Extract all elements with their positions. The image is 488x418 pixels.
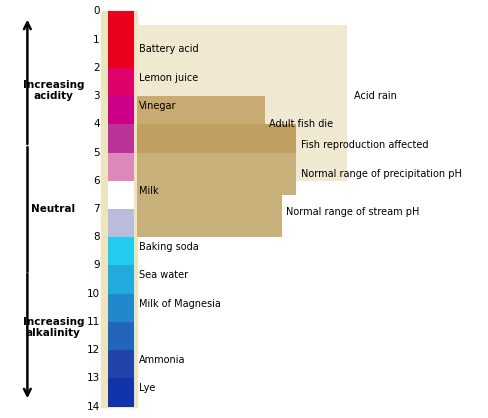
Text: 0: 0	[93, 6, 100, 16]
Text: Ammonia: Ammonia	[139, 355, 185, 365]
Text: 3: 3	[93, 91, 100, 101]
Text: 11: 11	[86, 317, 100, 327]
Bar	[108, 209, 134, 237]
Bar	[101, 11, 137, 407]
Text: Milk of Magnesia: Milk of Magnesia	[139, 298, 221, 308]
Text: Sea water: Sea water	[139, 270, 188, 280]
Bar	[108, 96, 134, 124]
Text: Lye: Lye	[139, 383, 155, 393]
Bar	[108, 40, 134, 68]
Text: Adult fish die: Adult fish die	[269, 119, 333, 129]
Text: 12: 12	[86, 345, 100, 355]
Text: Neutral: Neutral	[31, 204, 76, 214]
Bar	[108, 350, 134, 378]
Text: Vinegar: Vinegar	[139, 101, 176, 111]
Bar	[137, 96, 264, 153]
Bar	[108, 124, 134, 153]
Bar	[108, 11, 134, 40]
Text: 2: 2	[93, 63, 100, 73]
Text: Milk: Milk	[139, 186, 159, 196]
Text: 9: 9	[93, 260, 100, 270]
Text: Fish reproduction affected: Fish reproduction affected	[301, 140, 428, 150]
Text: Lemon juice: Lemon juice	[139, 73, 198, 83]
Bar	[108, 237, 134, 265]
Bar	[137, 124, 296, 167]
Bar	[108, 378, 134, 407]
Text: 13: 13	[86, 374, 100, 383]
Text: 14: 14	[86, 402, 100, 412]
Bar	[108, 294, 134, 322]
Text: Normal range of stream pH: Normal range of stream pH	[286, 207, 420, 217]
Text: 5: 5	[93, 148, 100, 158]
Bar	[137, 153, 296, 195]
Text: 1: 1	[93, 35, 100, 44]
Text: Increasing
alkalinity: Increasing alkalinity	[22, 317, 84, 339]
Bar	[108, 322, 134, 350]
Text: 4: 4	[93, 119, 100, 129]
Bar	[137, 25, 347, 181]
Text: Increasing
acidity: Increasing acidity	[22, 79, 84, 101]
Bar	[108, 68, 134, 96]
Text: 7: 7	[93, 204, 100, 214]
Text: Battery acid: Battery acid	[139, 44, 199, 54]
Text: 6: 6	[93, 176, 100, 186]
Text: Acid rain: Acid rain	[354, 91, 397, 101]
Text: 10: 10	[86, 289, 100, 299]
Text: 8: 8	[93, 232, 100, 242]
Bar	[108, 153, 134, 181]
Bar	[137, 195, 282, 237]
Text: Normal range of precipitation pH: Normal range of precipitation pH	[301, 169, 462, 178]
Bar	[108, 265, 134, 294]
Text: Baking soda: Baking soda	[139, 242, 199, 252]
Bar	[108, 181, 134, 209]
